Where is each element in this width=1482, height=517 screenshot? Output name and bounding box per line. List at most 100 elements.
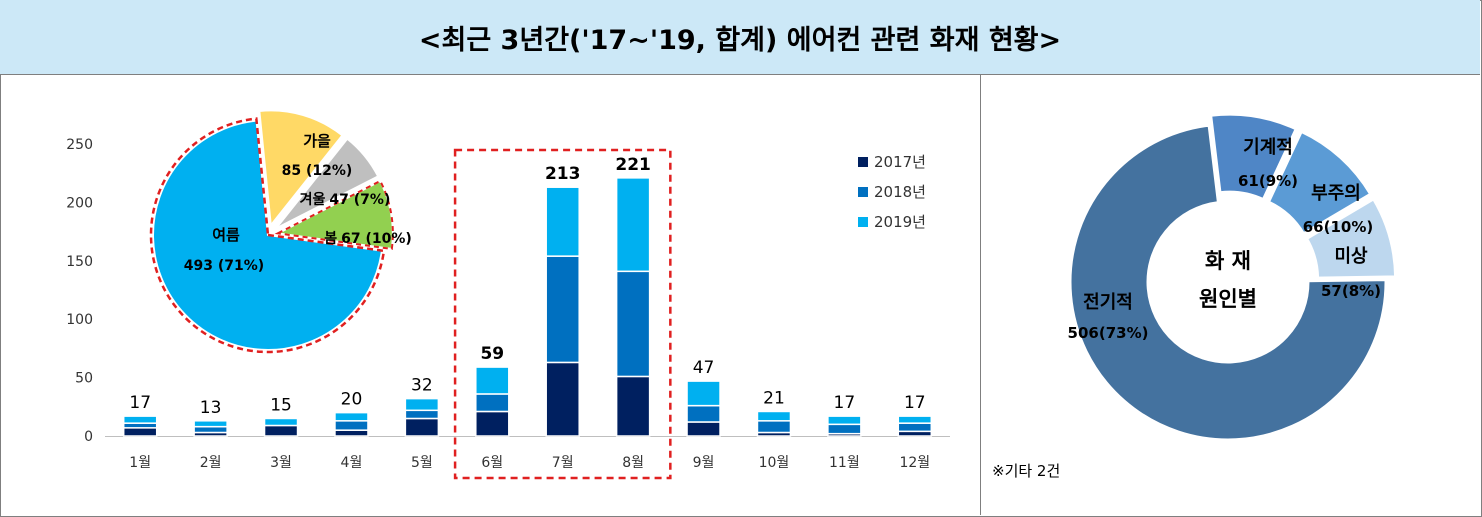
x-tick-label: 7월 — [552, 455, 574, 471]
donut-slice-value: 61(9%) — [1238, 172, 1298, 190]
pie-slice-여름 — [152, 119, 384, 351]
pie-slice-name: 가을 — [303, 132, 331, 150]
bar-segment-2019년 — [334, 411, 369, 422]
bar-segment-2019년 — [756, 410, 792, 422]
pie-slice-name: 겨울 — [300, 191, 326, 208]
season-pie-chart: 여름 493 (71%) 가을 85 (12%) 겨울 47 (7%) 봄 67 (10%) — [149, 109, 412, 354]
y-tick-label: 0 — [84, 429, 93, 445]
y-tick-label: 200 — [66, 195, 93, 211]
x-tick-label: 3월 — [270, 455, 292, 471]
donut-slice-name: 전기적 — [1083, 292, 1133, 313]
bar-total-label: 59 — [480, 344, 504, 364]
bar-segment-2018년 — [686, 404, 721, 423]
y-tick-label: 100 — [66, 312, 93, 328]
panel-divider — [980, 75, 981, 515]
bar-total-label: 15 — [270, 395, 292, 415]
bar-segment-2017년 — [334, 429, 369, 437]
footnote: ※기타 2건 — [992, 462, 1060, 480]
donut-slice-기계적 — [1208, 112, 1299, 202]
donut-slice-전기적 — [1068, 123, 1388, 442]
donut-slice-value: 66(10%) — [1303, 218, 1374, 236]
donut-slice-name: 미상 — [1334, 246, 1368, 267]
y-tick-label: 50 — [75, 371, 93, 387]
x-tick-label: 4월 — [341, 455, 363, 471]
x-tick-label: 2월 — [200, 455, 222, 471]
bar-segment-2018년 — [404, 409, 440, 420]
donut-slice-value: 57(8%) — [1321, 282, 1381, 300]
donut-slice-미상 — [1304, 196, 1398, 280]
bar-segment-2019년 — [122, 415, 158, 424]
pie-slice-가을 — [258, 109, 344, 228]
x-tick-label: 6월 — [481, 455, 503, 471]
donut-center-label: 화 재 — [1205, 249, 1251, 273]
bar-segment-2017년 — [404, 417, 440, 437]
bar-segment-2019년 — [263, 417, 299, 427]
bar-segment-2018년 — [615, 270, 651, 378]
bar-segment-2019년 — [827, 415, 862, 426]
donut-slice-name: 부주의 — [1311, 183, 1361, 204]
pie-slice-value: 493 (71%) — [184, 258, 264, 274]
bar-segment-2018년 — [827, 423, 862, 435]
legend-swatch — [858, 217, 868, 227]
x-tick-label: 9월 — [693, 455, 715, 471]
pie-slice-outline — [274, 179, 394, 251]
donut-slice-부주의 — [1266, 129, 1373, 236]
donut-center-label: 원인별 — [1199, 287, 1257, 311]
summer-highlight-box — [453, 148, 672, 480]
bar-total-label: 32 — [411, 376, 433, 396]
bar-segment-2019년 — [475, 366, 510, 395]
donut-slice-value: 506(73%) — [1068, 324, 1149, 342]
x-tick-label: 1월 — [129, 455, 151, 471]
bar-segment-2017년 — [615, 375, 651, 437]
bar-total-label: 17 — [904, 393, 926, 413]
bar-segment-2017년 — [122, 427, 158, 437]
page-title: <최근 3년간('17~'19, 합계) 에어컨 관련 화재 현황> — [0, 0, 1480, 75]
bar-total-label: 17 — [834, 393, 856, 413]
pie-slice-value: 85 (12%) — [282, 163, 353, 179]
legend-swatch — [858, 157, 868, 167]
x-tick-label: 10월 — [759, 455, 790, 471]
pie-slice-label: 봄 67 (10%) — [324, 231, 412, 247]
bar-segment-2019년 — [193, 420, 228, 428]
pie-slice-겨울 — [274, 137, 380, 230]
pie-slice-label: 겨울 47 (7%) — [300, 191, 391, 208]
pie-slice-name: 봄 — [324, 231, 337, 247]
legend-label: 2017년 — [874, 153, 926, 171]
bar-segment-2019년 — [686, 380, 721, 407]
bar-total-label: 213 — [545, 164, 581, 184]
donut-slice-name: 기계적 — [1243, 137, 1293, 158]
x-tick-label: 12월 — [899, 455, 930, 471]
bar-segment-2019년 — [545, 186, 580, 257]
x-tick-label: 5월 — [411, 455, 433, 471]
bar-segment-2017년 — [686, 421, 721, 437]
bar-segment-2018년 — [193, 425, 228, 434]
x-tick-label: 11월 — [829, 455, 860, 471]
bar-total-label: 47 — [693, 358, 715, 378]
legend-swatch — [858, 187, 868, 197]
bar-segment-2018년 — [897, 422, 933, 433]
bar-segment-2017년 — [475, 410, 510, 437]
bar-segment-2018년 — [545, 255, 580, 364]
bar-segment-2018년 — [334, 420, 369, 431]
bar-total-label: 20 — [341, 390, 363, 410]
y-tick-label: 250 — [66, 137, 93, 153]
y-tick-label: 150 — [66, 254, 93, 270]
bar-segment-2017년 — [263, 424, 299, 437]
stacked-bar-chart: 0 50 100 150 200 250 17 1월 13 2월 15 3월 20 4월 32 5월 59 6월 2… — [66, 137, 950, 480]
bar-segment-2018년 — [475, 393, 510, 413]
bar-segment-2019년 — [404, 397, 440, 412]
pie-highlight-outline — [149, 117, 386, 354]
bar-segment-2017년 — [545, 361, 580, 437]
bar-segment-2019년 — [897, 415, 933, 424]
pie-slice-value: 47 (7%) — [329, 192, 390, 208]
bar-segment-2019년 — [615, 177, 651, 273]
legend-label: 2018년 — [874, 183, 926, 201]
bar-total-label: 221 — [615, 155, 651, 175]
x-tick-label: 8월 — [622, 455, 644, 471]
bar-total-label: 21 — [763, 388, 785, 408]
pie-slice-value: 67 (10%) — [341, 231, 412, 247]
bar-segment-2018년 — [756, 420, 792, 434]
pie-slice-name: 여름 — [212, 226, 240, 244]
